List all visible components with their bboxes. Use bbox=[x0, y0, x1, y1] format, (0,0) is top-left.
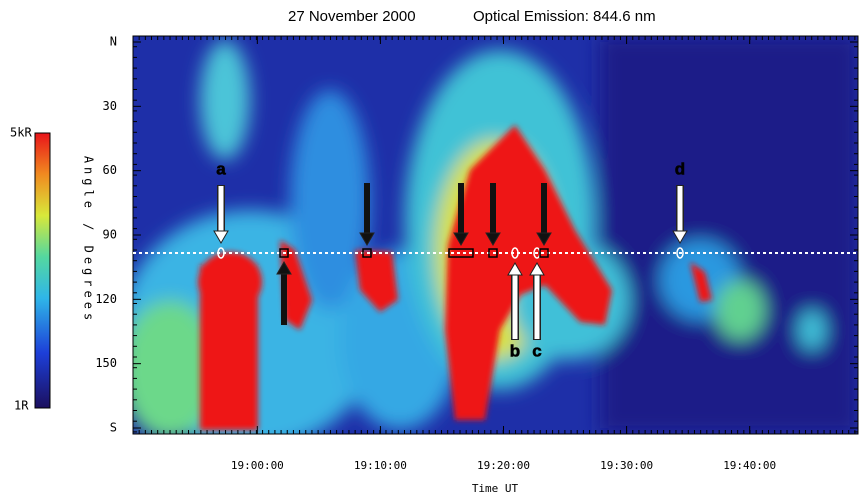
y-axis-label: Angle / Degrees bbox=[82, 156, 96, 324]
x-tick-label: 19:00:00 bbox=[231, 459, 284, 472]
marker-box bbox=[539, 248, 549, 258]
y-tick-label: 150 bbox=[95, 356, 117, 370]
annotation: c bbox=[532, 341, 541, 360]
arrow-head bbox=[485, 232, 501, 246]
marker-box bbox=[362, 248, 372, 258]
arrow-head bbox=[672, 230, 688, 244]
arrow-head bbox=[276, 261, 292, 275]
chart-subtitle: Optical Emission: 844.6 nm bbox=[473, 8, 656, 25]
y-tick-label: 90 bbox=[103, 228, 117, 242]
x-tick-label: 19:30:00 bbox=[600, 459, 653, 472]
y-tick-label: 60 bbox=[103, 163, 117, 177]
annotation: a bbox=[216, 159, 226, 178]
marker-box bbox=[448, 248, 474, 258]
marker-oval bbox=[676, 247, 684, 259]
x-tick-label: 19:20:00 bbox=[477, 459, 530, 472]
arrow-head bbox=[507, 262, 523, 276]
marker-box bbox=[279, 248, 289, 258]
x-tick-label: 19:40:00 bbox=[723, 459, 776, 472]
y-tick-label: 120 bbox=[95, 292, 117, 306]
chart-title: 27 November 2000 bbox=[288, 8, 416, 25]
keogram-image bbox=[133, 36, 858, 434]
y-tick-label: 30 bbox=[103, 99, 117, 113]
annotation: d bbox=[675, 159, 685, 178]
arrow-head bbox=[453, 232, 469, 246]
colorbar-label: 5kR bbox=[10, 126, 32, 140]
arrow-head bbox=[529, 262, 545, 276]
marker-oval bbox=[217, 247, 225, 259]
colorbar bbox=[34, 132, 51, 409]
annotation: b bbox=[510, 341, 520, 360]
y-tick-label: S bbox=[110, 420, 117, 434]
marker-box bbox=[488, 248, 498, 258]
marker-oval bbox=[511, 247, 519, 259]
arrow-head bbox=[359, 232, 375, 246]
x-tick-label: 19:10:00 bbox=[354, 459, 407, 472]
arrow-head bbox=[536, 232, 552, 246]
colorbar-label: 1R bbox=[14, 399, 29, 413]
y-tick-label: N bbox=[110, 35, 117, 49]
x-axis-label: Time UT bbox=[472, 482, 519, 495]
arrow-head bbox=[213, 230, 229, 244]
